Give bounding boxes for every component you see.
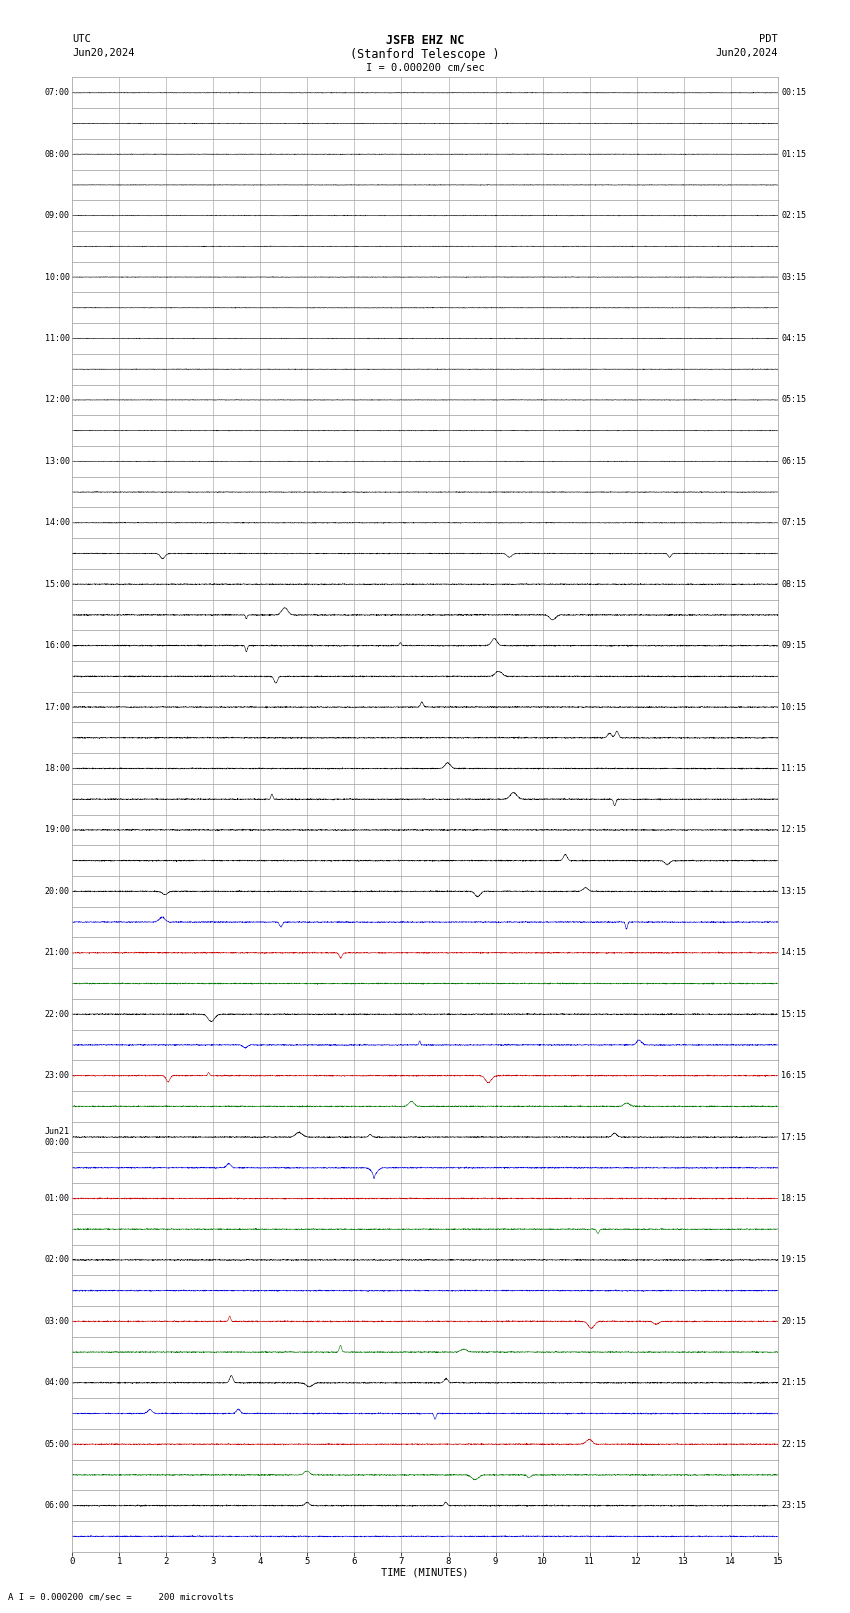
Text: 07:15: 07:15 xyxy=(781,518,806,527)
Text: 08:15: 08:15 xyxy=(781,579,806,589)
Text: 19:15: 19:15 xyxy=(781,1255,806,1265)
Text: 17:00: 17:00 xyxy=(45,703,70,711)
Text: 02:15: 02:15 xyxy=(781,211,806,219)
Text: 22:15: 22:15 xyxy=(781,1440,806,1448)
Text: 23:15: 23:15 xyxy=(781,1502,806,1510)
Text: 06:15: 06:15 xyxy=(781,456,806,466)
Text: TIME (MINUTES): TIME (MINUTES) xyxy=(382,1568,468,1578)
Text: 05:00: 05:00 xyxy=(45,1440,70,1448)
Text: 12:15: 12:15 xyxy=(781,826,806,834)
Text: 05:15: 05:15 xyxy=(781,395,806,405)
Text: Jun20,2024: Jun20,2024 xyxy=(72,48,135,58)
Text: 03:00: 03:00 xyxy=(45,1316,70,1326)
Text: 22:00: 22:00 xyxy=(45,1010,70,1019)
Text: 21:00: 21:00 xyxy=(45,948,70,957)
Text: UTC: UTC xyxy=(72,34,91,44)
Text: 14:00: 14:00 xyxy=(45,518,70,527)
Text: 20:00: 20:00 xyxy=(45,887,70,895)
Text: 19:00: 19:00 xyxy=(45,826,70,834)
Text: PDT: PDT xyxy=(759,34,778,44)
Text: 18:15: 18:15 xyxy=(781,1194,806,1203)
Text: Jun21
00:00: Jun21 00:00 xyxy=(45,1127,70,1147)
Text: 00:15: 00:15 xyxy=(781,89,806,97)
Text: 06:00: 06:00 xyxy=(45,1502,70,1510)
Text: 03:15: 03:15 xyxy=(781,273,806,282)
Text: 17:15: 17:15 xyxy=(781,1132,806,1142)
Text: 07:00: 07:00 xyxy=(45,89,70,97)
Text: 15:15: 15:15 xyxy=(781,1010,806,1019)
Text: I = 0.000200 cm/sec: I = 0.000200 cm/sec xyxy=(366,63,484,73)
Text: 13:15: 13:15 xyxy=(781,887,806,895)
Text: 16:00: 16:00 xyxy=(45,640,70,650)
Text: 20:15: 20:15 xyxy=(781,1316,806,1326)
Text: (Stanford Telescope ): (Stanford Telescope ) xyxy=(350,48,500,61)
Text: 21:15: 21:15 xyxy=(781,1378,806,1387)
Text: 08:00: 08:00 xyxy=(45,150,70,158)
Text: 10:15: 10:15 xyxy=(781,703,806,711)
Text: 18:00: 18:00 xyxy=(45,765,70,773)
Text: 15:00: 15:00 xyxy=(45,579,70,589)
Text: JSFB EHZ NC: JSFB EHZ NC xyxy=(386,34,464,47)
Text: Jun20,2024: Jun20,2024 xyxy=(715,48,778,58)
Text: 14:15: 14:15 xyxy=(781,948,806,957)
Text: 09:00: 09:00 xyxy=(45,211,70,219)
Text: 12:00: 12:00 xyxy=(45,395,70,405)
Text: 16:15: 16:15 xyxy=(781,1071,806,1081)
Text: 13:00: 13:00 xyxy=(45,456,70,466)
Text: 04:15: 04:15 xyxy=(781,334,806,344)
Text: 09:15: 09:15 xyxy=(781,640,806,650)
Text: 04:00: 04:00 xyxy=(45,1378,70,1387)
Text: 10:00: 10:00 xyxy=(45,273,70,282)
Text: 01:15: 01:15 xyxy=(781,150,806,158)
Text: 01:00: 01:00 xyxy=(45,1194,70,1203)
Text: 11:00: 11:00 xyxy=(45,334,70,344)
Text: A I = 0.000200 cm/sec =     200 microvolts: A I = 0.000200 cm/sec = 200 microvolts xyxy=(8,1592,235,1602)
Text: 11:15: 11:15 xyxy=(781,765,806,773)
Text: 02:00: 02:00 xyxy=(45,1255,70,1265)
Text: 23:00: 23:00 xyxy=(45,1071,70,1081)
